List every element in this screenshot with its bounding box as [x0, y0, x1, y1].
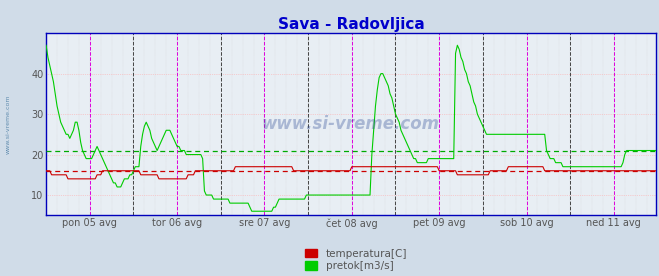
Text: www.si-vreme.com: www.si-vreme.com — [5, 94, 11, 154]
Title: Sava - Radovljica: Sava - Radovljica — [277, 17, 424, 32]
Text: www.si-vreme.com: www.si-vreme.com — [262, 115, 440, 133]
Legend: temperatura[C], pretok[m3/s]: temperatura[C], pretok[m3/s] — [304, 249, 407, 271]
